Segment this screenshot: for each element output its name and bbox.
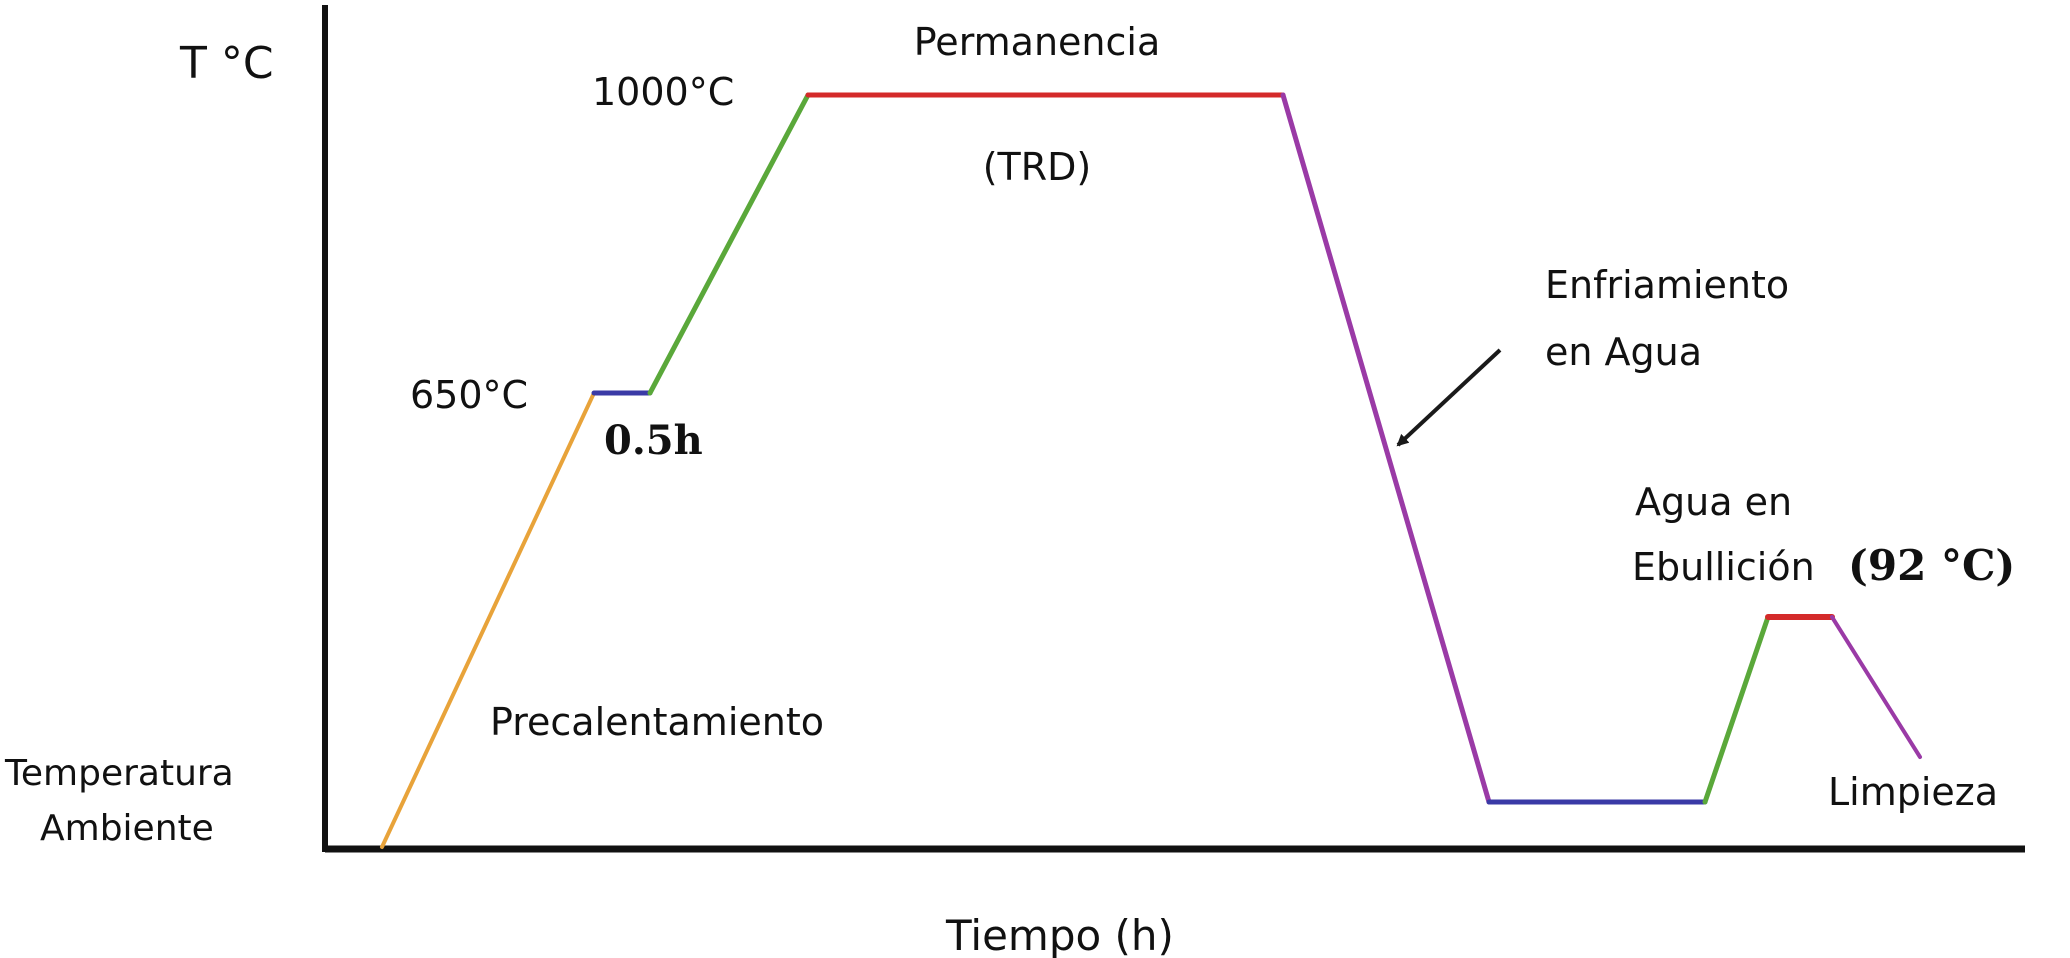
boiling-heat-ramp bbox=[1702, 614, 1771, 805]
baseline-label-line2: Ambiente bbox=[40, 808, 214, 849]
temp-650-label: 650°C bbox=[410, 373, 528, 417]
precalentamiento-label: Precalentamiento bbox=[490, 700, 824, 744]
enfriamiento-label-line1: Enfriamiento bbox=[1545, 263, 1789, 307]
x-axis-label: Tiempo (h) bbox=[945, 911, 1174, 958]
limpieza-label: Limpieza bbox=[1828, 770, 1998, 814]
y-axis-label: T °C bbox=[179, 38, 274, 89]
enfriamiento-pointer-arrow bbox=[1396, 348, 1502, 447]
agua-label-line1: Agua en bbox=[1635, 480, 1792, 524]
enfriamiento-label-line2: en Agua bbox=[1545, 330, 1702, 374]
limpieza-ramp bbox=[1830, 615, 1922, 759]
precalentamiento-ramp bbox=[380, 391, 596, 849]
temp-92-label: (92 °C) bbox=[1848, 541, 2015, 590]
temp-1000-label: 1000°C bbox=[592, 70, 734, 114]
baseline-label-line1: Temperatura bbox=[4, 753, 234, 794]
hold-650-duration-label: 0.5h bbox=[604, 417, 703, 464]
enfriamiento-ramp bbox=[1280, 92, 1492, 805]
temperature-profile bbox=[380, 92, 1922, 849]
trd-label: (TRD) bbox=[983, 145, 1092, 189]
permanencia-label: Permanencia bbox=[914, 20, 1160, 64]
heating-ramp-1000 bbox=[647, 92, 811, 396]
agua-label-line2: Ebullición bbox=[1632, 545, 1815, 589]
